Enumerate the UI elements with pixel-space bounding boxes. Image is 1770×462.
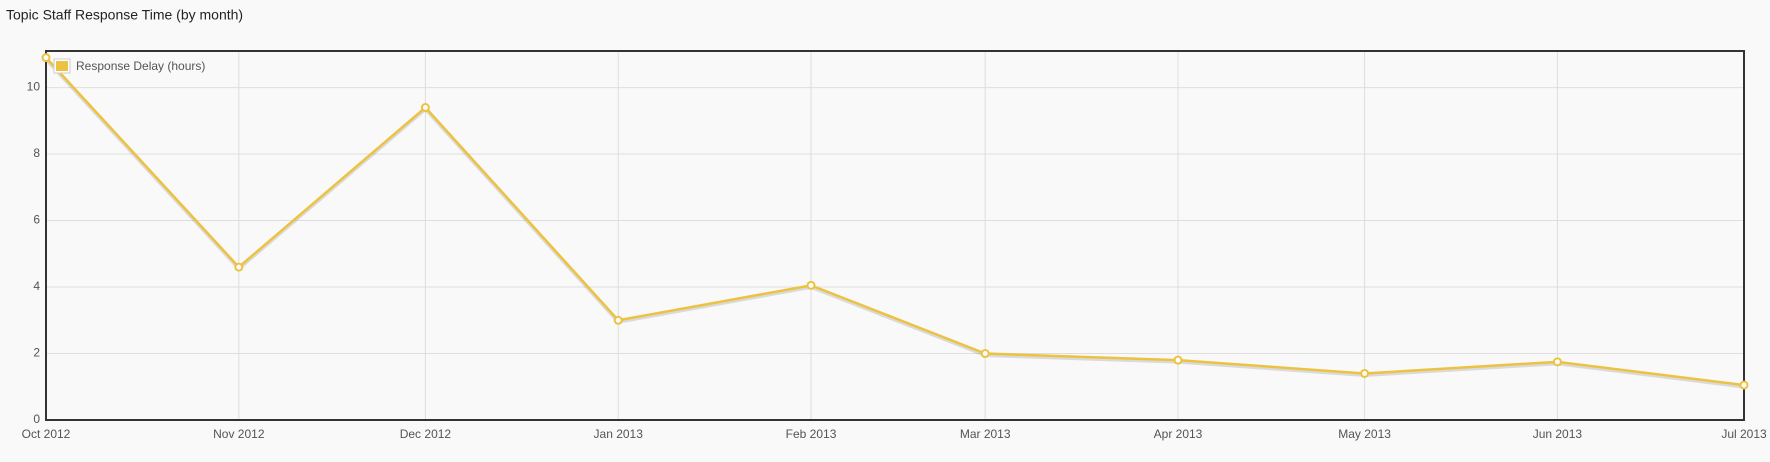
point — [1173, 355, 1183, 365]
point — [420, 103, 430, 113]
point — [234, 262, 244, 272]
y-tick-label: 10 — [27, 80, 41, 94]
y-tick-label: 6 — [33, 213, 40, 227]
y-tick-label: 8 — [33, 146, 40, 160]
x-tick-label: Jun 2013 — [1533, 427, 1583, 441]
line-shadow — [44, 58, 1745, 389]
x-tick-label: Oct 2012 — [22, 427, 71, 441]
point — [980, 349, 990, 359]
y-tick-label: 4 — [33, 279, 40, 293]
legend-label: Response Delay (hours) — [76, 59, 205, 73]
legend-swatch — [56, 61, 68, 71]
point — [806, 280, 816, 290]
point — [41, 53, 51, 63]
x-tick-label: Jul 2013 — [1721, 427, 1767, 441]
y-tick-label: 2 — [33, 346, 40, 360]
point — [1552, 357, 1562, 367]
point — [1739, 380, 1749, 390]
x-tick-label: Mar 2013 — [960, 427, 1011, 441]
chart-title: Topic Staff Response Time (by month) — [6, 7, 243, 23]
x-tick-label: Feb 2013 — [786, 427, 837, 441]
point — [613, 315, 623, 325]
x-tick-label: Jan 2013 — [594, 427, 644, 441]
line — [45, 56, 1745, 387]
point — [1360, 368, 1370, 378]
x-tick-label: Dec 2012 — [400, 427, 452, 441]
plot-background — [46, 51, 1744, 420]
y-tick-label: 0 — [33, 412, 40, 426]
x-tick-label: Apr 2013 — [1154, 427, 1203, 441]
plot-border — [45, 50, 1745, 421]
x-tick-label: Nov 2012 — [213, 427, 265, 441]
x-tick-label: May 2013 — [1338, 427, 1391, 441]
